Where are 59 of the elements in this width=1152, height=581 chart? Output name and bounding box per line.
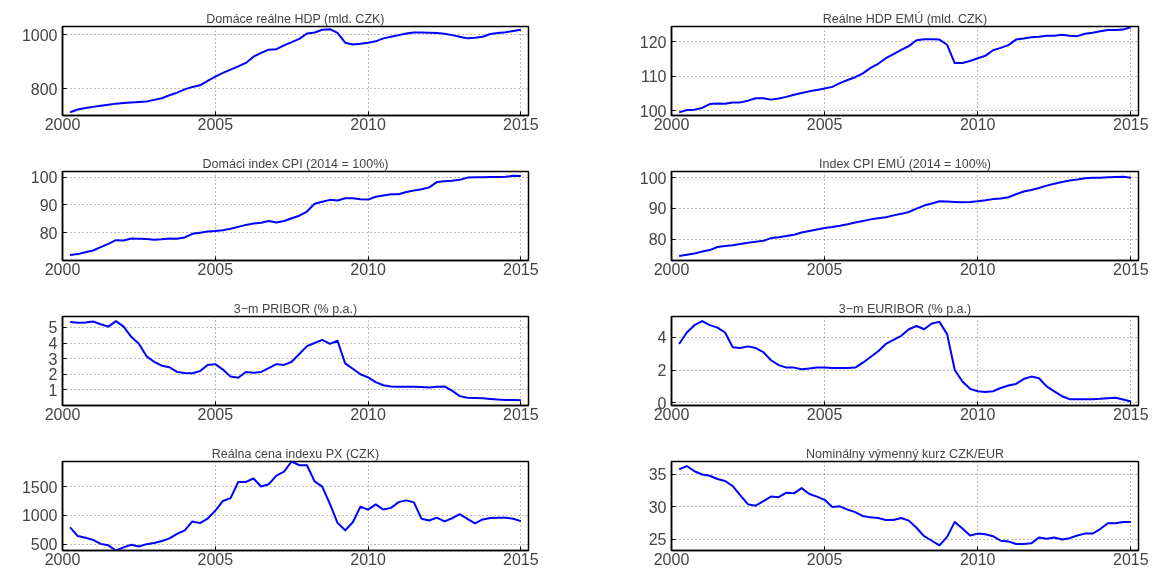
x-tick-label: 2010 — [959, 550, 996, 568]
y-tick-label: 90 — [39, 196, 58, 214]
y-tick-label: 1000 — [21, 26, 58, 44]
x-tick-label: 2010 — [350, 550, 386, 568]
x-tick-label: 2005 — [197, 260, 234, 278]
x-tick-label: 2010 — [350, 260, 386, 278]
x-tick-label: 2005 — [806, 260, 843, 278]
chart-title: 3−m EURIBOR (% p.a.) — [838, 301, 972, 316]
y-tick-label: 1500 — [21, 478, 58, 496]
y-tick-label: 80 — [648, 231, 667, 249]
y-tick-label: 800 — [30, 80, 58, 98]
x-tick-label: 2005 — [806, 115, 843, 133]
y-tick-label: 4 — [657, 329, 667, 347]
y-tick-label: 80 — [39, 224, 58, 242]
chart-title: Reálne HDP EMÚ (mld. CZK) — [822, 10, 988, 26]
x-tick-label: 2015 — [503, 260, 539, 278]
y-tick-label: 1 — [48, 381, 58, 399]
y-tick-label: 4 — [48, 335, 58, 353]
y-tick-label: 35 — [648, 466, 667, 484]
x-tick-label: 2015 — [503, 550, 539, 568]
y-tick-label: 90 — [648, 200, 667, 218]
chart-title: Index CPI EMÚ (2014 = 100%) — [819, 155, 991, 171]
y-tick-label: 25 — [648, 531, 667, 549]
x-tick-label: 2010 — [959, 260, 996, 278]
x-tick-label: 2015 — [503, 115, 539, 133]
y-tick-label: 100 — [30, 169, 58, 187]
x-tick-label: 2010 — [350, 115, 386, 133]
x-tick-label: 2000 — [44, 405, 81, 423]
y-tick-label: 100 — [639, 169, 667, 187]
x-tick-label: 2000 — [653, 550, 690, 568]
y-tick-label: 2 — [48, 366, 58, 384]
x-tick-label: 2015 — [1113, 405, 1149, 423]
x-tick-label: 2005 — [197, 550, 234, 568]
x-tick-label: 2010 — [959, 405, 996, 423]
chart-title: 3−m PRIBOR (% p.a.) — [233, 301, 358, 316]
y-tick-label: 2 — [657, 362, 667, 380]
x-tick-label: 2010 — [959, 115, 996, 133]
y-tick-label: 1000 — [21, 507, 58, 525]
x-tick-label: 2015 — [503, 405, 539, 423]
chart-title: Reálna cena indexu PX (CZK) — [211, 446, 380, 461]
chart-title: Nominálny výmenný kurz CZK/EUR — [806, 446, 1004, 461]
x-tick-label: 2005 — [197, 115, 234, 133]
x-tick-label: 2000 — [44, 115, 81, 133]
x-tick-label: 2005 — [806, 405, 843, 423]
chart-title: Domáci index CPI (2014 = 100%) — [202, 156, 389, 171]
y-tick-label: 120 — [639, 33, 667, 51]
y-tick-label: 110 — [640, 68, 667, 86]
x-tick-label: 2010 — [350, 405, 386, 423]
x-tick-label: 2000 — [44, 260, 81, 278]
y-tick-label: 3 — [48, 350, 58, 368]
y-tick-label: 5 — [48, 319, 58, 337]
chart-title: Domáce reálne HDP (mld. CZK) — [206, 11, 385, 26]
x-tick-label: 2005 — [806, 550, 843, 568]
x-tick-label: 2015 — [1113, 550, 1149, 568]
x-tick-label: 2015 — [1113, 260, 1149, 278]
x-tick-label: 2005 — [197, 405, 234, 423]
y-tick-label: 30 — [648, 498, 667, 516]
x-tick-label: 2000 — [653, 260, 690, 278]
x-tick-label: 2015 — [1113, 115, 1149, 133]
